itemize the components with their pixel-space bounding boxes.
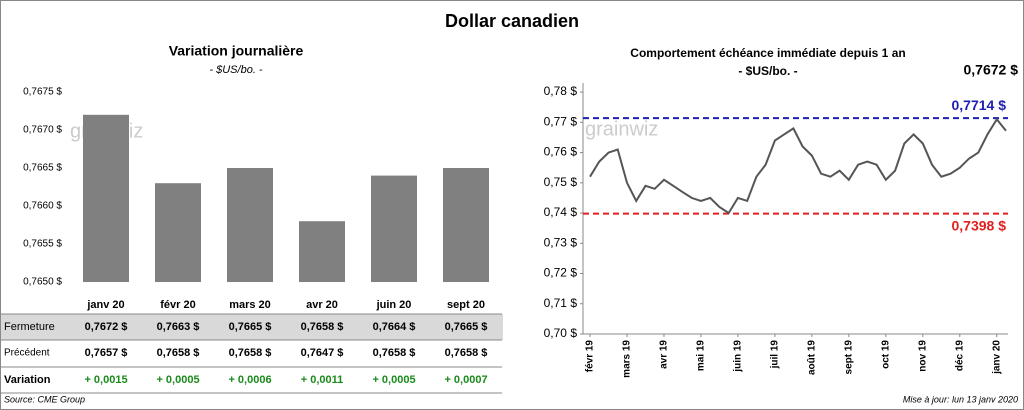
line-subtitle: - $US/bo. - [738, 64, 797, 78]
bar [83, 114, 129, 282]
close-value: 0,7664 $ [373, 321, 416, 333]
bar [371, 175, 417, 282]
y-tick-label: 0,7655 $ [23, 239, 62, 250]
y-tick-label: 0,7675 $ [23, 87, 62, 98]
y-tick-label: 0,7670 $ [23, 125, 62, 136]
close-value: 0,7665 $ [229, 321, 272, 333]
x-tick-label: déc 19 [954, 340, 965, 372]
x-tick-label: juin 19 [733, 340, 744, 373]
y-tick-label: 0,77 $ [544, 114, 578, 128]
close-value: 0,7658 $ [301, 321, 344, 333]
reference-label: 0,7398 $ [952, 217, 1007, 233]
x-tick-label: mars 20 [229, 299, 271, 311]
y-tick-label: 0,74 $ [544, 205, 578, 219]
x-tick-label: févr 20 [160, 299, 195, 311]
y-tick-label: 0,78 $ [544, 84, 578, 98]
x-tick-label: juil 19 [770, 340, 781, 370]
x-tick-label: sept 19 [843, 340, 854, 375]
x-tick-label: févr 19 [585, 340, 596, 373]
updated: Mise à jour: lun 13 janv 2020 [903, 394, 1018, 404]
bar [443, 168, 489, 282]
close-value: 0,7672 $ [85, 321, 128, 333]
bar [155, 183, 201, 282]
row-label: Fermeture [4, 321, 55, 333]
variation-value: + 0,0005 [156, 374, 199, 386]
reference-label: 0,7714 $ [952, 97, 1007, 113]
variation-value: + 0,0015 [84, 374, 127, 386]
previous-value: 0,7658 $ [229, 347, 272, 359]
last-value-label: 0,7672 $ [964, 62, 1019, 78]
previous-value: 0,7658 $ [373, 347, 416, 359]
x-tick-label: oct 19 [880, 340, 891, 369]
row-label: Précédent [4, 348, 50, 359]
price-line [589, 117, 1007, 215]
previous-value: 0,7657 $ [85, 347, 128, 359]
x-tick-label: janv 20 [991, 340, 1002, 375]
previous-value: 0,7647 $ [301, 347, 344, 359]
x-tick-label: avr 19 [659, 340, 670, 369]
variation-value: + 0,0006 [228, 374, 271, 386]
previous-value: 0,7658 $ [445, 347, 488, 359]
bar-subtitle: - $US/bo. - [209, 64, 263, 76]
variation-value: + 0,0007 [444, 374, 487, 386]
y-tick-label: 0,7665 $ [23, 163, 62, 174]
y-tick-label: 0,72 $ [544, 266, 578, 280]
bar [299, 221, 345, 282]
row-bg [1, 314, 503, 340]
y-tick-label: 0,70 $ [544, 326, 578, 340]
watermark: grainwiz [585, 118, 658, 140]
y-tick-label: 0,75 $ [544, 175, 578, 189]
y-tick-label: 0,71 $ [544, 296, 578, 310]
y-tick-label: 0,73 $ [544, 235, 578, 249]
x-tick-label: janv 20 [86, 299, 124, 311]
row-label: Variation [4, 374, 51, 386]
x-tick-label: sept 20 [447, 299, 485, 311]
bar [227, 168, 273, 282]
bar-title: Variation journalière [169, 43, 304, 59]
x-tick-label: août 19 [807, 340, 818, 375]
variation-value: + 0,0005 [372, 374, 415, 386]
y-tick-label: 0,7650 $ [23, 277, 62, 288]
source: Source: CME Group [4, 394, 85, 404]
main-title: Dollar canadien [445, 11, 579, 31]
x-tick-label: nov 19 [917, 340, 928, 372]
x-tick-label: avr 20 [306, 299, 338, 311]
x-tick-label: juin 20 [376, 299, 412, 311]
close-value: 0,7665 $ [445, 321, 488, 333]
close-value: 0,7663 $ [157, 321, 200, 333]
line-title: Comportement échéance immédiate depuis 1… [630, 46, 905, 60]
y-tick-label: 0,7660 $ [23, 201, 62, 212]
variation-value: + 0,0011 [301, 374, 344, 386]
x-tick-label: mai 19 [696, 340, 707, 372]
x-tick-label: mars 19 [622, 340, 633, 378]
y-tick-label: 0,76 $ [544, 145, 578, 159]
previous-value: 0,7658 $ [157, 347, 200, 359]
